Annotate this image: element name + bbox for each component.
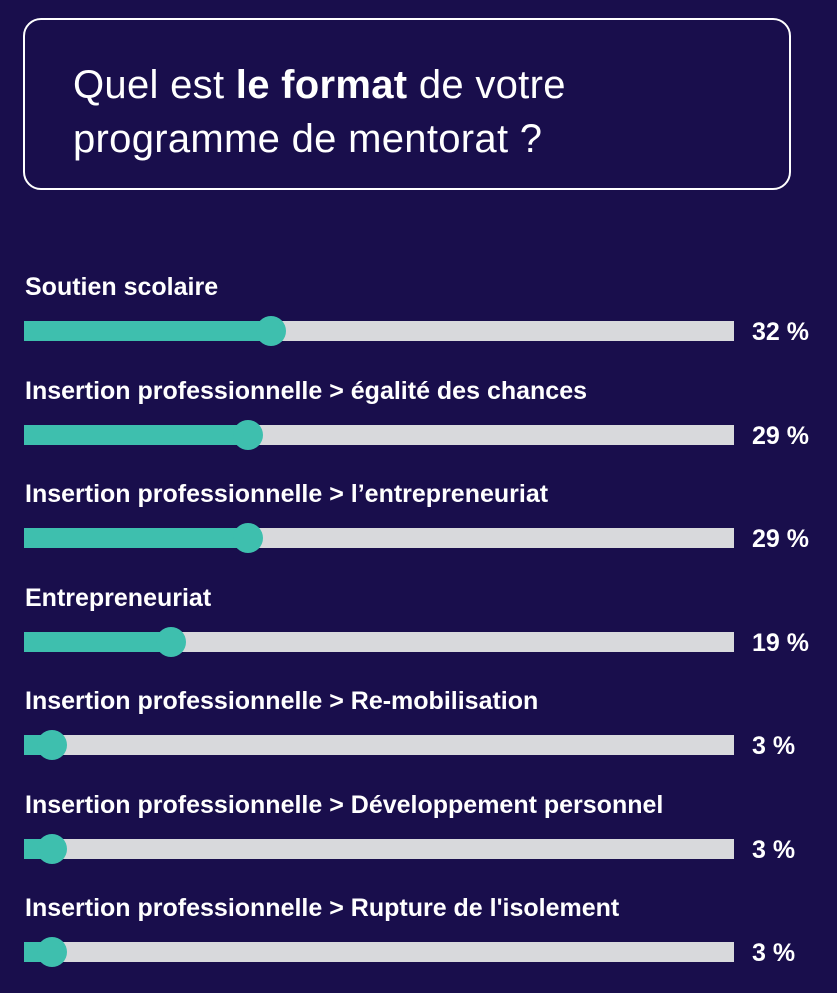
bar-end-dot bbox=[37, 937, 67, 967]
value-label: 3 % bbox=[752, 732, 796, 760]
title-part-2: de votre programme de mentorat ? bbox=[73, 63, 566, 161]
bar-fill bbox=[24, 631, 171, 652]
bar-end-dot bbox=[233, 419, 263, 450]
bar-track bbox=[24, 730, 734, 760]
bar-fill bbox=[24, 528, 248, 548]
bar-fill bbox=[24, 424, 248, 445]
category-label: Insertion professionnelle > Re-mobilisat… bbox=[25, 687, 539, 715]
bar-end-dot bbox=[256, 316, 286, 346]
bar-end-dot bbox=[37, 833, 67, 864]
category-label: Entrepreneuriat bbox=[25, 583, 212, 612]
bar-end-dot bbox=[37, 730, 67, 760]
bar-end-dot bbox=[156, 626, 186, 657]
category-label: Soutien scolaire bbox=[25, 273, 219, 301]
bar-track bbox=[24, 523, 734, 553]
title-emphasis: le format bbox=[235, 63, 408, 107]
title-box: Quel est le format de votre programme de… bbox=[23, 18, 791, 190]
bar-track bbox=[24, 937, 734, 967]
value-label: 32 % bbox=[752, 318, 809, 346]
bar-end-dot bbox=[233, 523, 263, 553]
bar-track bbox=[24, 419, 734, 450]
bar-track bbox=[24, 316, 734, 346]
bar-fill bbox=[24, 321, 271, 341]
bar-track bbox=[24, 626, 734, 657]
value-label: 29 % bbox=[752, 421, 809, 450]
value-label: 19 % bbox=[752, 628, 809, 657]
value-label: 3 % bbox=[752, 939, 796, 967]
title-part-1: Quel est bbox=[73, 63, 236, 107]
category-label: Insertion professionnelle > égalité des … bbox=[25, 376, 587, 405]
category-label: Insertion professionnelle > Développemen… bbox=[25, 790, 664, 819]
category-label: Insertion professionnelle > Rupture de l… bbox=[25, 894, 620, 922]
value-label: 29 % bbox=[752, 525, 809, 553]
category-label: Insertion professionnelle > l’entreprene… bbox=[25, 480, 549, 508]
chart-title: Quel est le format de votre programme de… bbox=[73, 58, 753, 166]
value-label: 3 % bbox=[752, 835, 796, 864]
bar-track bbox=[24, 833, 734, 864]
